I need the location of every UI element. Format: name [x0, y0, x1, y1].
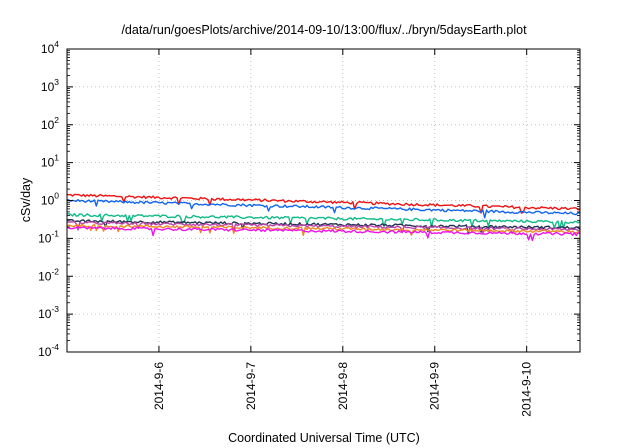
y-tick-label: 10-4	[38, 342, 59, 359]
y-tick-labels: 10-4 10-3 10-2 10-1 100 101 102 103 104	[38, 39, 59, 359]
x-tick-label: 2014-9-7	[244, 362, 258, 410]
y-tick-label: 10-1	[38, 228, 59, 245]
series-group	[66, 193, 581, 242]
x-axis-label: Coordinated Universal Time (UTC)	[228, 431, 420, 445]
series-line	[66, 193, 581, 214]
series-line	[66, 226, 581, 242]
series-line	[66, 218, 581, 235]
y-tick-label: 104	[41, 39, 59, 56]
x-tick-label: 2014-9-6	[152, 362, 166, 410]
x-tick-labels: 2014-9-6 2014-9-7 2014-9-8 2014-9-9 2014-9-1…	[152, 362, 534, 417]
series-line	[66, 220, 581, 235]
series-line	[66, 198, 581, 219]
y-tick-label: 102	[41, 115, 59, 132]
series-line	[66, 223, 581, 237]
y-tick-label: 100	[41, 191, 59, 208]
x-tick-label: 2014-9-9	[428, 362, 442, 410]
ticks	[67, 48, 580, 353]
y-tick-label: 103	[41, 77, 59, 94]
series-line	[66, 212, 581, 230]
chart-title: /data/run/goesPlots/archive/2014-09-10/1…	[121, 23, 527, 37]
x-tick-label: 2014-9-8	[336, 362, 350, 410]
y-tick-label: 101	[41, 153, 59, 170]
y-tick-label: 10-2	[38, 266, 59, 283]
y-axis-label: cSv/day	[19, 177, 33, 222]
y-tick-label: 10-3	[38, 304, 59, 321]
x-tick-label: 2014-9-10	[520, 362, 534, 417]
